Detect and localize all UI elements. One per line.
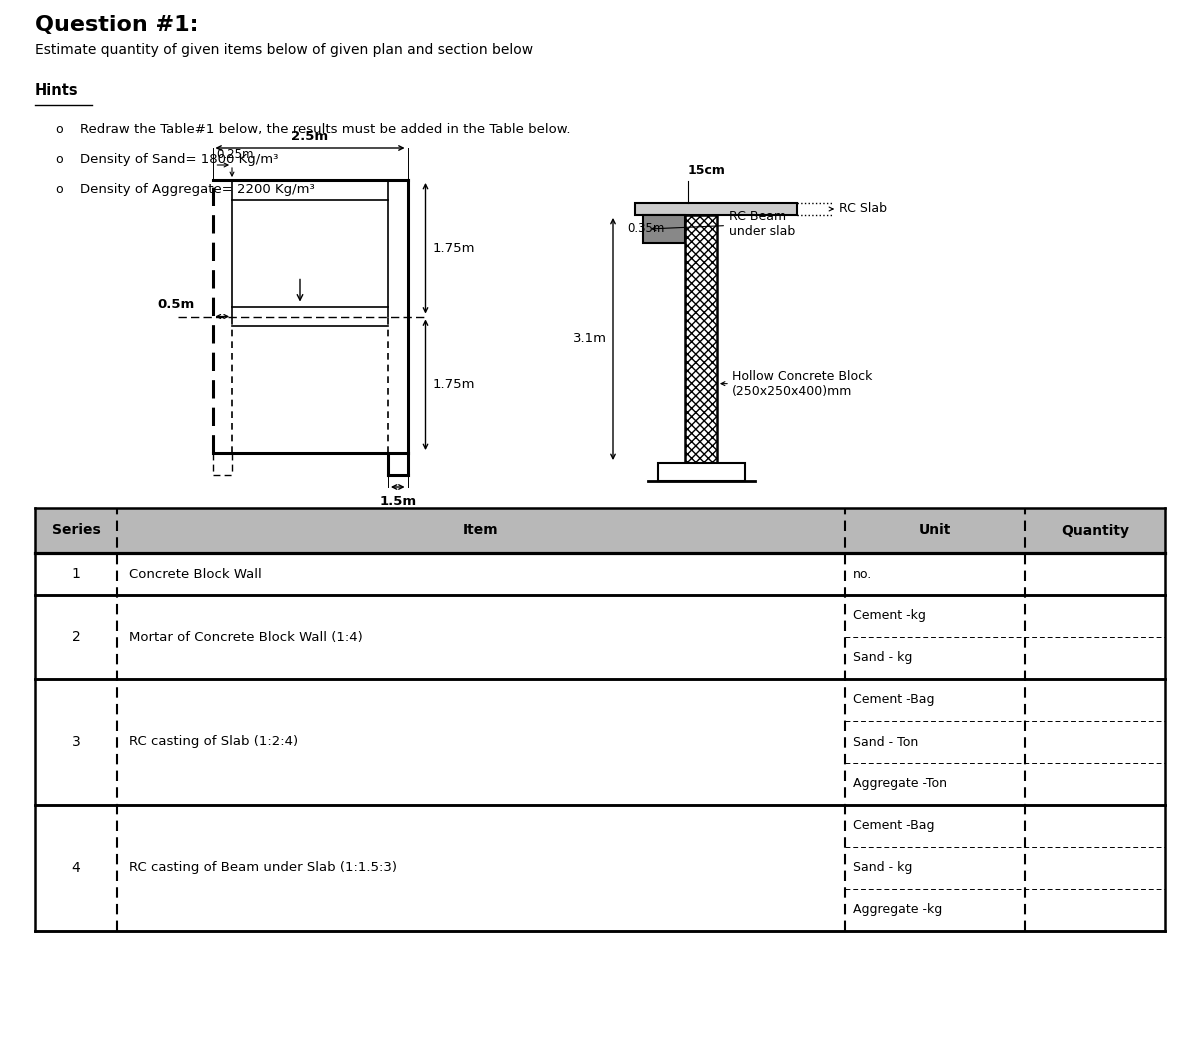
Text: 4: 4 <box>72 862 80 875</box>
Text: Series: Series <box>52 524 101 537</box>
Bar <box>35 679 1165 805</box>
Text: Density of Aggregate= 2200 Kg/m³: Density of Aggregate= 2200 Kg/m³ <box>80 183 314 196</box>
Text: Sand - Ton: Sand - Ton <box>853 735 918 749</box>
Text: Estimate quantity of given items below of given plan and section below: Estimate quantity of given items below o… <box>35 43 533 57</box>
Text: Hollow Concrete Block
(250x250x400)mm: Hollow Concrete Block (250x250x400)mm <box>732 369 872 397</box>
Text: 0.35m: 0.35m <box>628 222 665 236</box>
Bar <box>635 203 797 215</box>
Text: 3.1m: 3.1m <box>574 333 607 345</box>
Text: Mortar of Concrete Block Wall (1:4): Mortar of Concrete Block Wall (1:4) <box>130 631 362 644</box>
Bar <box>35 805 1165 931</box>
Text: no.: no. <box>853 567 872 581</box>
Text: o: o <box>55 183 62 196</box>
Bar <box>35 508 1165 553</box>
Text: RC casting of Slab (1:2:4): RC casting of Slab (1:2:4) <box>130 735 298 749</box>
Text: Sand - kg: Sand - kg <box>853 652 912 664</box>
Text: RC casting of Beam under Slab (1:1.5:3): RC casting of Beam under Slab (1:1.5:3) <box>130 862 397 874</box>
Text: Redraw the Table#1 below, the results must be added in the Table below.: Redraw the Table#1 below, the results mu… <box>80 123 570 136</box>
Text: Unit: Unit <box>919 524 952 537</box>
Text: 0.25m: 0.25m <box>216 148 254 161</box>
Bar <box>685 215 718 463</box>
Text: Cement -kg: Cement -kg <box>853 609 926 623</box>
Text: 1.75m: 1.75m <box>432 379 475 391</box>
Text: 3: 3 <box>72 735 80 749</box>
Text: o: o <box>55 153 62 166</box>
Text: Concrete Block Wall: Concrete Block Wall <box>130 567 262 581</box>
Text: Aggregate -Ton: Aggregate -Ton <box>853 777 947 791</box>
Text: 1: 1 <box>72 567 80 581</box>
Text: 1.5m: 1.5m <box>379 495 416 508</box>
Text: 1.75m: 1.75m <box>432 242 475 254</box>
Text: Aggregate -kg: Aggregate -kg <box>853 903 942 917</box>
Text: 2: 2 <box>72 630 80 644</box>
Text: o: o <box>55 123 62 136</box>
Text: 15cm: 15cm <box>688 164 726 177</box>
Text: Density of Sand= 1800 Kg/m³: Density of Sand= 1800 Kg/m³ <box>80 153 278 166</box>
Text: 2.5m: 2.5m <box>292 130 329 143</box>
Text: RC Beam
under slab: RC Beam under slab <box>652 210 796 238</box>
Text: Quantity: Quantity <box>1061 524 1129 537</box>
Text: RC Slab: RC Slab <box>839 202 887 216</box>
Bar <box>643 215 685 243</box>
Bar <box>35 553 1165 595</box>
Text: 0.5m: 0.5m <box>157 298 194 312</box>
Text: Question #1:: Question #1: <box>35 15 198 35</box>
Text: Cement -Bag: Cement -Bag <box>853 694 935 706</box>
Text: Item: Item <box>463 524 499 537</box>
Text: Hints: Hints <box>35 83 79 98</box>
Bar <box>35 595 1165 679</box>
Text: Cement -Bag: Cement -Bag <box>853 820 935 832</box>
Bar <box>658 463 745 481</box>
Text: Sand - kg: Sand - kg <box>853 862 912 874</box>
